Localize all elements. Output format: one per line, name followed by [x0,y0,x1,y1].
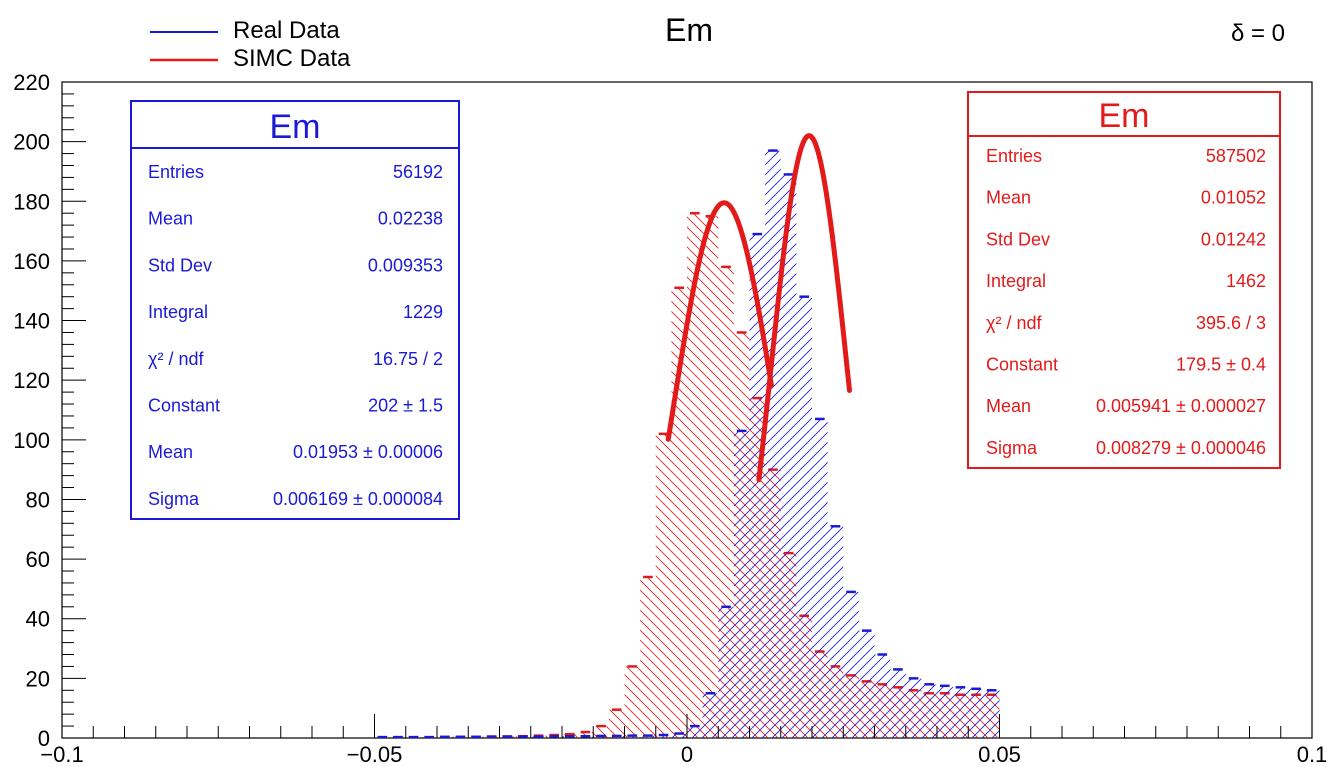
stats-box-real: Em Entries 56192 Mean 0.02238 Std Dev 0.00935… [130,100,460,520]
y-tick-label: 0 [38,726,50,751]
stats-row-label: Constant [148,396,220,416]
stats-row-value: 0.02238 [378,209,443,229]
stats-box-simc-frame [967,91,1281,469]
stats-row-label: Integral [986,271,1046,291]
stats-row-value: 0.009353 [368,255,443,275]
y-tick-label: 40 [26,607,50,632]
stats-row-label: Constant [986,355,1058,375]
stats-row-label: Mean [986,396,1031,416]
stats-row-value: 0.006169 ± 0.000084 [273,489,443,509]
axis-layer: 0 20 40 60 80 100 120 140 160 180 200 220 −0.1 −0.05 0… [13,70,1327,767]
stats-row-label: Sigma [148,489,200,509]
histogram-layer [374,149,1000,738]
real-hist-area [374,150,1000,738]
x-tick-label: 0 [681,742,693,767]
stats-row-label: Mean [148,442,193,462]
stats-row-label: Entries [148,162,204,182]
stats-row-value: 0.01052 [1201,188,1266,208]
stats-row-value: 1462 [1226,271,1266,291]
stats-row-value: 56192 [393,162,443,182]
stats-row-label: Sigma [986,438,1038,458]
legend-label-simc: SIMC Data [233,45,351,72]
stats-row-value: 587502 [1206,146,1266,166]
stats-row-value: 179.5 ± 0.4 [1176,355,1266,375]
x-tick-label: −0.05 [347,742,403,767]
delta-annotation: δ = 0 [1231,20,1285,47]
stats-row-value: 0.01953 ± 0.00006 [293,442,443,462]
stats-row-value: 395.6 / 3 [1196,313,1266,333]
gaussian-fit-simc [665,200,774,442]
x-tick-label: −0.1 [40,742,83,767]
stats-box-real-frame [130,100,460,520]
gaussian-fit-real [756,133,852,483]
stats-row-value: 0.01242 [1201,229,1266,249]
x-tick-label: 0.1 [1297,742,1328,767]
chart-title: Em [665,12,713,48]
stats-row-label: Mean [986,188,1031,208]
stats-row-value: 1229 [403,302,443,322]
y-tick-label: 140 [13,309,50,334]
x-tick-label: 0.05 [978,742,1021,767]
stats-row-value: 0.005941 ± 0.000027 [1096,396,1266,416]
y-tick-label: 20 [26,666,50,691]
y-tick-label: 220 [13,70,50,95]
y-tick-label: 200 [13,130,50,155]
stats-row-value: 16.75 / 2 [373,349,443,369]
y-tick-label: 60 [26,547,50,572]
stats-box-real-title: Em [270,108,321,146]
fit-layer [665,133,852,483]
y-tick-label: 80 [26,487,50,512]
y-tick-label: 160 [13,249,50,274]
stats-row-value: 0.008279 ± 0.000046 [1096,438,1266,458]
stats-row-label: Integral [148,302,208,322]
stats-row-value: 202 ± 1.5 [368,396,443,416]
legend: Real Data SIMC Data [150,17,351,72]
legend-label-real: Real Data [233,17,340,44]
stats-box-simc-title: Em [1099,97,1150,135]
simc-hist-area [374,213,1000,738]
y-tick-label: 120 [13,368,50,393]
stats-row-label: Std Dev [986,229,1050,249]
stats-row-label: χ² / ndf [986,313,1042,333]
stats-box-simc: Em Entries 587502 Mean 0.01052 Std Dev 0.0124… [967,91,1281,469]
stats-row-label: Entries [986,146,1042,166]
stats-row-label: Std Dev [148,255,212,275]
stats-row-label: Mean [148,209,193,229]
y-tick-label: 100 [13,428,50,453]
y-tick-label: 180 [13,189,50,214]
stats-row-label: χ² / ndf [148,349,204,369]
